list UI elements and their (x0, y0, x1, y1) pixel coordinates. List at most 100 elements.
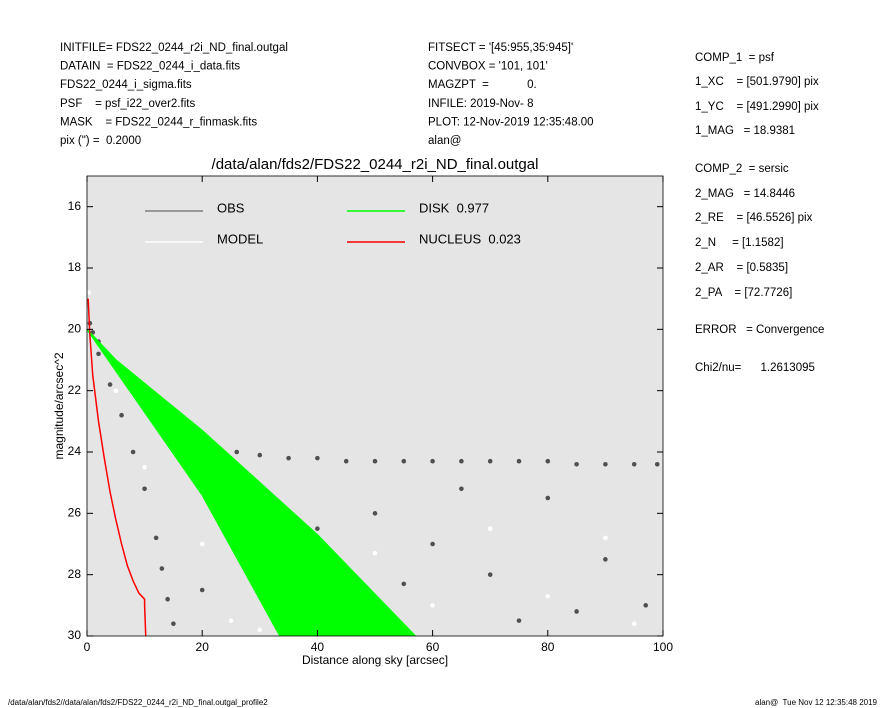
data-point (487, 572, 493, 577)
data-point (171, 621, 176, 627)
x-tick-label: 60 (426, 640, 440, 654)
header-middle-line: alan@ (428, 135, 461, 147)
data-point (87, 290, 92, 295)
data-point (631, 461, 637, 467)
footer-right: alan@ Tue Nov 12 12:35:48 2019 (755, 698, 878, 707)
header-left-line: pix (") = 0.2000 (60, 135, 141, 147)
data-point (199, 541, 205, 547)
data-point (372, 511, 378, 516)
data-point (165, 596, 170, 602)
data-point (315, 455, 320, 461)
data-point (545, 458, 551, 464)
y-axis-label: magnitude/arcsec^2 (52, 352, 66, 459)
component-line: 2_PA = [72.7726] (695, 287, 792, 299)
data-point (159, 566, 165, 571)
plot-frame (86, 175, 664, 637)
component-line: 1_MAG = 18.9381 (695, 125, 795, 137)
footer-left: /data/alan/fds2//data/alan/fds2/FDS22_02… (8, 698, 268, 707)
data-point (130, 449, 136, 455)
component-line: ERROR = Convergence (695, 324, 824, 336)
header-middle-line: CONVBOX = '101, 101' (428, 61, 548, 73)
component-line: Chi2/nu= 1.2613095 (695, 362, 815, 374)
data-point (372, 550, 378, 556)
component-line: 1_YC = [491.2990] pix (695, 101, 819, 113)
data-point (459, 486, 464, 492)
header-left-line: DATAIN = FDS22_0244_i_data.fits (60, 61, 240, 73)
data-point (401, 581, 407, 587)
data-point (631, 621, 637, 627)
data-point (228, 618, 234, 623)
data-point (654, 461, 660, 467)
data-point (257, 627, 263, 633)
data-point (96, 351, 101, 357)
data-point (119, 412, 124, 418)
component-line: COMP_1 = psf (695, 52, 775, 64)
x-tick-label: 80 (541, 640, 555, 654)
data-point (343, 458, 349, 464)
plot-marks (87, 290, 660, 636)
y-tick-label: 30 (68, 628, 82, 642)
legend-label: MODEL (217, 231, 263, 246)
data-point (545, 495, 551, 501)
y-tick-label: 20 (68, 322, 82, 336)
data-point (487, 458, 493, 464)
header-middle-line: PLOT: 12-Nov-2019 12:35:48.00 (428, 116, 594, 128)
y-tick-label: 26 (68, 506, 82, 520)
data-point (107, 382, 113, 387)
chart-title: /data/alan/fds2/FDS22_0244_r2i_ND_final.… (212, 156, 539, 173)
data-point (153, 535, 159, 541)
data-point (603, 461, 608, 467)
data-point (372, 458, 378, 464)
component-line: 2_N = [1.1582] (695, 237, 784, 249)
data-point (603, 557, 608, 562)
plot-area (87, 176, 663, 636)
header-middle-line: INFILE: 2019-Nov- 8 (428, 98, 533, 110)
data-point (430, 603, 435, 608)
data-point (286, 455, 291, 461)
data-line (87, 298, 147, 636)
data-point (430, 458, 435, 464)
component-line: 2_AR = [0.5835] (695, 262, 788, 274)
y-tick-label: 22 (68, 383, 82, 397)
header-middle-line: FITSECT = '[45:955,35:945]' (428, 42, 573, 54)
header-left-line: PSF = psf_i22_over2.fits (60, 98, 195, 110)
x-tick-label: 20 (196, 640, 210, 654)
header-left-line: INITFILE= FDS22_0244_r2i_ND_final.outgal (60, 42, 288, 54)
component-line: 2_RE = [46.5526] pix (695, 212, 813, 224)
header-left-line: FDS22_0244_i_sigma.fits (60, 79, 192, 91)
data-point (234, 449, 240, 455)
data-point (574, 461, 579, 467)
data-point (142, 465, 147, 470)
component-line: COMP_2 = sersic (695, 163, 789, 175)
legend-label: OBS (217, 200, 245, 215)
data-point (603, 535, 608, 541)
component-line: 1_XC = [501.9790] pix (695, 76, 819, 88)
data-point (545, 593, 551, 599)
legend-label: DISK 0.977 (419, 200, 489, 215)
header-middle-line: MAGZPT = 0. (428, 79, 537, 91)
x-tick-label: 40 (311, 640, 325, 654)
legend-label: NUCLEUS 0.023 (419, 231, 521, 246)
data-point (113, 388, 119, 393)
y-tick-label: 24 (68, 444, 82, 458)
data-point (459, 458, 464, 464)
header-left-line: MASK = FDS22_0244_r_finmask.fits (60, 116, 257, 128)
y-tick-label: 28 (68, 567, 82, 581)
y-tick-label: 18 (68, 260, 82, 274)
data-point (142, 486, 147, 492)
x-tick-label: 0 (84, 640, 91, 654)
data-point (257, 452, 263, 458)
data-point (516, 618, 522, 623)
data-point (643, 603, 649, 608)
data-point (516, 458, 522, 464)
data-area (87, 328, 417, 636)
component-line: 2_MAG = 14.8446 (695, 188, 795, 200)
x-axis-label: Distance along sky [arcsec] (302, 653, 448, 667)
x-tick-label: 100 (653, 640, 673, 654)
data-point (487, 526, 493, 531)
y-tick-label: 16 (68, 199, 82, 213)
data-point (574, 609, 579, 614)
data-point (199, 587, 205, 593)
